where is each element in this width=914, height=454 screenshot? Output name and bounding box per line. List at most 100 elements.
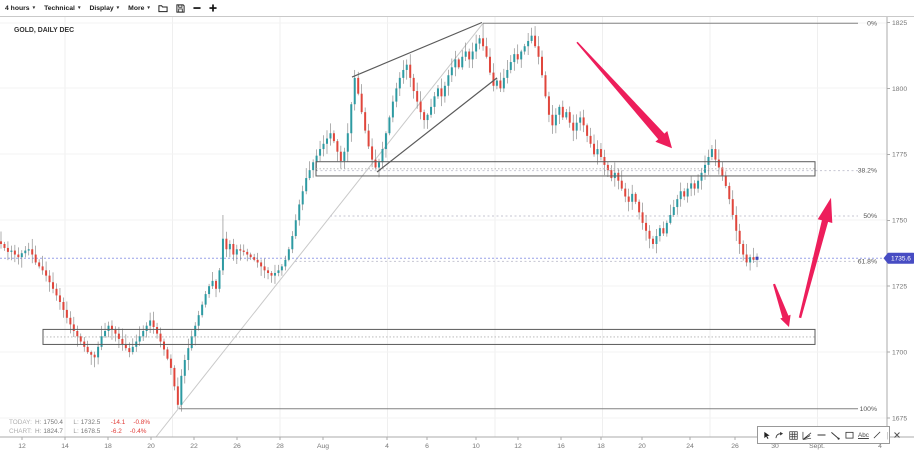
trend-arrow[interactable]	[773, 283, 791, 327]
menu-more-label: More	[128, 4, 145, 12]
candle-body	[315, 155, 318, 163]
tool-diagonal-line-icon[interactable]	[873, 431, 881, 439]
candle-body	[322, 143, 325, 150]
candle-body	[367, 130, 370, 147]
candle-body	[24, 250, 27, 254]
candle-body	[676, 199, 679, 208]
candle-body	[638, 201, 641, 213]
y-axis-label: 1775	[892, 152, 907, 159]
close-icon[interactable]	[893, 431, 901, 439]
candle-body	[464, 51, 467, 57]
candle-body	[107, 325, 110, 331]
tool-trendline-icon[interactable]	[830, 431, 840, 440]
candle-body	[291, 236, 294, 250]
open-folder-icon[interactable]	[158, 4, 168, 13]
candle-body	[211, 280, 214, 287]
candle-body	[104, 330, 107, 337]
candle-body	[714, 149, 717, 160]
tool-rays-icon[interactable]	[802, 431, 812, 440]
candle-body	[27, 249, 30, 251]
candle-body	[527, 40, 530, 47]
candle-body	[544, 75, 547, 97]
candle-body	[336, 141, 339, 152]
fib-trendline[interactable]	[155, 22, 484, 438]
candle-body	[13, 250, 16, 255]
x-axis-label: 4	[878, 443, 882, 450]
candle-body	[468, 51, 471, 60]
chevron-down-icon: ▾	[147, 5, 150, 11]
candle-body	[110, 325, 113, 330]
candle-body	[731, 199, 734, 215]
candle-body	[547, 96, 550, 115]
x-axis-label: 30	[771, 443, 779, 450]
x-axis-label: 26	[731, 443, 739, 450]
candle-body	[343, 151, 346, 161]
menu-display[interactable]: Display ▾	[89, 5, 119, 12]
candle-body	[651, 238, 654, 244]
candle-body	[447, 75, 450, 86]
candle-body	[586, 125, 589, 136]
candle-body	[440, 88, 443, 97]
stats-high-key: H:	[35, 428, 42, 435]
candle-body	[332, 133, 335, 142]
candle-body	[641, 212, 644, 223]
trend-arrow[interactable]	[798, 197, 833, 319]
wedge-line[interactable]	[376, 77, 498, 173]
stats-high-key: H:	[35, 419, 42, 426]
stats-high-value: 1824.7	[43, 428, 63, 435]
candle-body	[242, 250, 245, 252]
candle-body	[208, 286, 211, 295]
candle-body	[48, 275, 51, 283]
candle-body	[606, 164, 609, 171]
candle-body	[65, 309, 68, 318]
candle-body	[593, 143, 596, 155]
candle-body	[232, 243, 235, 255]
candle-body	[235, 249, 238, 255]
stats-change: -14.1	[110, 419, 126, 426]
candle-body	[430, 106, 433, 115]
candle-body	[267, 270, 270, 273]
tool-text-icon[interactable]: Abc	[858, 431, 869, 439]
candle-body	[280, 266, 283, 271]
save-icon[interactable]	[176, 3, 185, 13]
menu-display-label: Display	[89, 4, 114, 12]
menu-timeframe[interactable]: 4 hours ▾	[5, 5, 35, 12]
tool-grid-icon[interactable]	[788, 430, 798, 440]
candle-body	[197, 315, 200, 326]
candle-body	[391, 101, 394, 118]
zoom-in-icon[interactable]	[209, 4, 217, 12]
tool-rectangle-icon[interactable]	[845, 431, 854, 439]
candle-body	[492, 72, 495, 86]
tool-curved-arrow-icon[interactable]	[775, 431, 784, 439]
wedge-line[interactable]	[351, 21, 483, 78]
candle-body	[273, 272, 276, 276]
chart-symbol-label: GOLD, DAILY DEC	[14, 27, 75, 34]
candle-body	[90, 352, 93, 355]
candle-body	[575, 122, 578, 131]
candle-body	[166, 349, 169, 359]
zoom-out-icon[interactable]	[193, 4, 201, 12]
candle-body	[541, 56, 544, 76]
tool-pointer-icon[interactable]	[763, 431, 771, 439]
menu-more[interactable]: More ▾	[128, 5, 150, 12]
candle-body	[568, 112, 571, 123]
y-axis-label: 1800	[892, 86, 907, 93]
candle-body	[405, 64, 408, 70]
candle-body	[149, 320, 152, 326]
candle-body	[17, 254, 20, 258]
candle-body	[374, 159, 377, 168]
tool-horizontal-line-icon[interactable]	[817, 431, 826, 439]
candle-body	[312, 162, 315, 171]
candle-body	[346, 133, 349, 152]
candle-body	[482, 38, 485, 47]
candle-body	[478, 38, 481, 44]
menu-technical[interactable]: Technical ▾	[44, 5, 80, 12]
candle-body	[169, 358, 172, 368]
candle-body	[669, 214, 672, 223]
candle-body	[423, 112, 426, 121]
candle-body	[41, 266, 44, 271]
trend-arrow[interactable]	[576, 41, 672, 149]
candle-body	[79, 336, 82, 342]
